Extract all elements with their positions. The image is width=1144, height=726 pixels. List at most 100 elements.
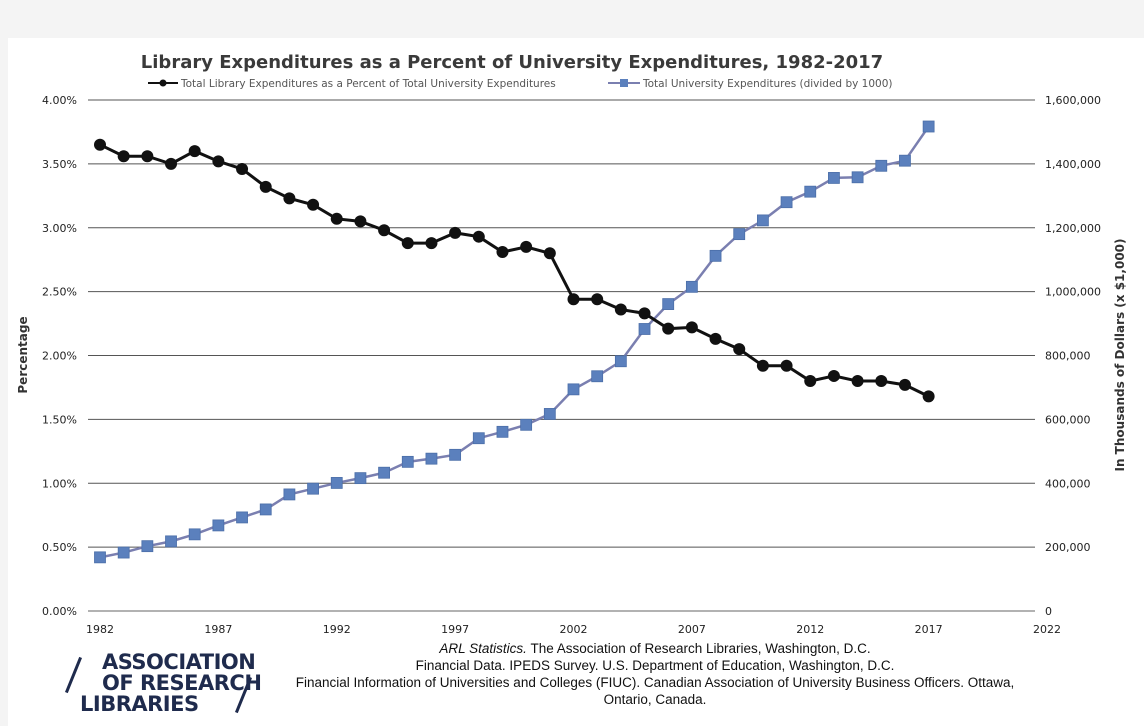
- data-point-library-pct: [259, 180, 272, 193]
- data-point-library-pct: [117, 150, 130, 163]
- data-point-library-pct: [401, 237, 414, 250]
- y-left-tick-label: 0.00%: [42, 605, 77, 618]
- data-point-university-exp: [899, 154, 911, 167]
- data-point-university-exp: [425, 452, 438, 465]
- data-point-library-pct: [851, 375, 864, 388]
- logo-line-3: LIBRARIES: [80, 692, 199, 716]
- data-point-library-pct: [354, 215, 367, 228]
- data-point-university-exp: [496, 425, 509, 438]
- data-point-library-pct: [496, 246, 509, 259]
- data-point-library-pct: [212, 155, 225, 168]
- data-point-university-exp: [520, 418, 533, 431]
- legend: Total Library Expenditures as a Percent …: [148, 78, 892, 90]
- x-tick-label: 2002: [560, 623, 588, 636]
- y-right-tick-label: 400,000: [1045, 477, 1091, 490]
- source-italic-title: ARL Statistics.: [439, 641, 527, 656]
- source-line-2: Financial Data. IPEDS Survey. U.S. Depar…: [415, 658, 895, 673]
- data-point-university-exp: [804, 185, 817, 198]
- x-tick-label: 2022: [1033, 623, 1061, 636]
- y-left-tick-label: 0.50%: [42, 541, 77, 554]
- y-right-tick-label: 1,000,000: [1045, 286, 1101, 299]
- source-line-1: ARL Statistics. The Association of Resea…: [270, 640, 1040, 657]
- data-point-university-exp: [591, 370, 604, 383]
- y-right-tick-label: 800,000: [1045, 350, 1091, 363]
- data-point-university-exp: [828, 172, 840, 184]
- y-right-tick-label: 1,600,000: [1045, 94, 1101, 107]
- x-tick-label: 1987: [204, 623, 232, 636]
- data-point-library-pct: [614, 303, 627, 316]
- y-right-tick-label: 600,000: [1045, 413, 1091, 426]
- data-point-university-exp: [922, 120, 935, 133]
- data-point-university-exp: [757, 214, 769, 227]
- data-point-university-exp: [354, 472, 367, 485]
- data-point-library-pct: [188, 145, 201, 158]
- data-point-university-exp: [94, 551, 106, 564]
- data-point-library-pct: [165, 157, 178, 170]
- data-point-university-exp: [188, 528, 201, 541]
- y-left-tick-label: 2.50%: [42, 286, 77, 299]
- data-point-library-pct: [567, 293, 580, 306]
- y-right-tick-label: 200,000: [1045, 541, 1091, 554]
- x-tick-label: 2012: [796, 623, 824, 636]
- logo-line-2: OF RESEARCH: [102, 671, 262, 695]
- data-point-library-pct: [94, 138, 106, 151]
- data-point-library-pct: [898, 378, 911, 391]
- data-point-university-exp: [117, 546, 130, 559]
- data-point-university-exp: [709, 249, 722, 262]
- y-axis-label-right: In Thousands of Dollars (x $1,000): [1113, 239, 1127, 472]
- x-tick-label: 1992: [323, 623, 351, 636]
- data-point-library-pct: [472, 230, 485, 243]
- data-point-university-exp: [307, 482, 319, 495]
- series-line-library-pct: [99, 143, 930, 398]
- data-point-university-exp: [165, 535, 177, 548]
- data-point-university-exp: [638, 323, 651, 335]
- legend-marker-library-pct: [159, 79, 167, 87]
- x-tick-label: 1982: [86, 623, 114, 636]
- data-point-university-exp: [614, 355, 627, 368]
- legend-marker-university-exp: [620, 79, 628, 87]
- data-point-library-pct: [756, 359, 769, 372]
- y-left-tick-label: 2.00%: [42, 350, 77, 363]
- data-point-library-pct: [141, 150, 154, 163]
- x-tick-label: 1997: [441, 623, 469, 636]
- series-line-university-exp: [99, 125, 930, 559]
- y-right-tick-label: 1,400,000: [1045, 158, 1101, 171]
- data-point-library-pct: [922, 390, 935, 403]
- data-point-library-pct: [378, 224, 391, 237]
- data-point-university-exp: [283, 488, 296, 501]
- data-point-university-exp: [449, 448, 462, 461]
- data-point-library-pct: [709, 332, 722, 345]
- y-right-tick-label: 0: [1045, 605, 1052, 618]
- left-axis-ticks: 0.00% 0.50% 1.00% 1.50% 2.00% 2.50% 3.00% 3.50%…: [42, 94, 77, 618]
- chart: Library Expenditures as a Percent of Uni…: [16, 52, 1127, 636]
- data-point-university-exp: [567, 383, 580, 396]
- logo-slash-left: [64, 656, 83, 694]
- data-point-library-pct: [330, 212, 343, 225]
- data-point-library-pct: [425, 237, 438, 250]
- data-point-library-pct: [520, 240, 533, 253]
- y-left-tick-label: 3.00%: [42, 222, 77, 235]
- data-point-library-pct: [638, 307, 651, 320]
- series-lines: [99, 125, 930, 559]
- data-point-library-pct: [685, 321, 698, 334]
- data-point-library-pct: [804, 375, 817, 388]
- legend-label-library-pct: Total Library Expenditures as a Percent …: [180, 78, 556, 90]
- data-point-university-exp: [851, 171, 864, 184]
- gridlines: [88, 99, 1035, 612]
- data-point-university-exp: [733, 228, 746, 241]
- data-point-university-exp: [378, 466, 391, 479]
- data-point-university-exp: [141, 540, 154, 553]
- y-left-tick-label: 1.00%: [42, 477, 77, 490]
- chart-title: Library Expenditures as a Percent of Uni…: [141, 52, 883, 73]
- series-markers: [94, 120, 935, 564]
- y-left-tick-label: 4.00%: [42, 94, 77, 107]
- y-left-tick-label: 3.50%: [42, 158, 77, 171]
- logo-line-1: ASSOCIATION: [102, 650, 256, 674]
- data-point-university-exp: [875, 159, 888, 172]
- arl-logo: ASSOCIATION OF RESEARCH LIBRARIES: [64, 650, 264, 716]
- data-point-university-exp: [401, 455, 414, 468]
- right-axis-ticks: 0 200,000 400,000 600,000 800,000 1,000,000 1,…: [1045, 94, 1101, 618]
- y-right-tick-label: 1,200,000: [1045, 222, 1101, 235]
- x-tick-label: 2017: [915, 623, 943, 636]
- source-line-1-rest: The Association of Research Libraries, W…: [526, 641, 871, 656]
